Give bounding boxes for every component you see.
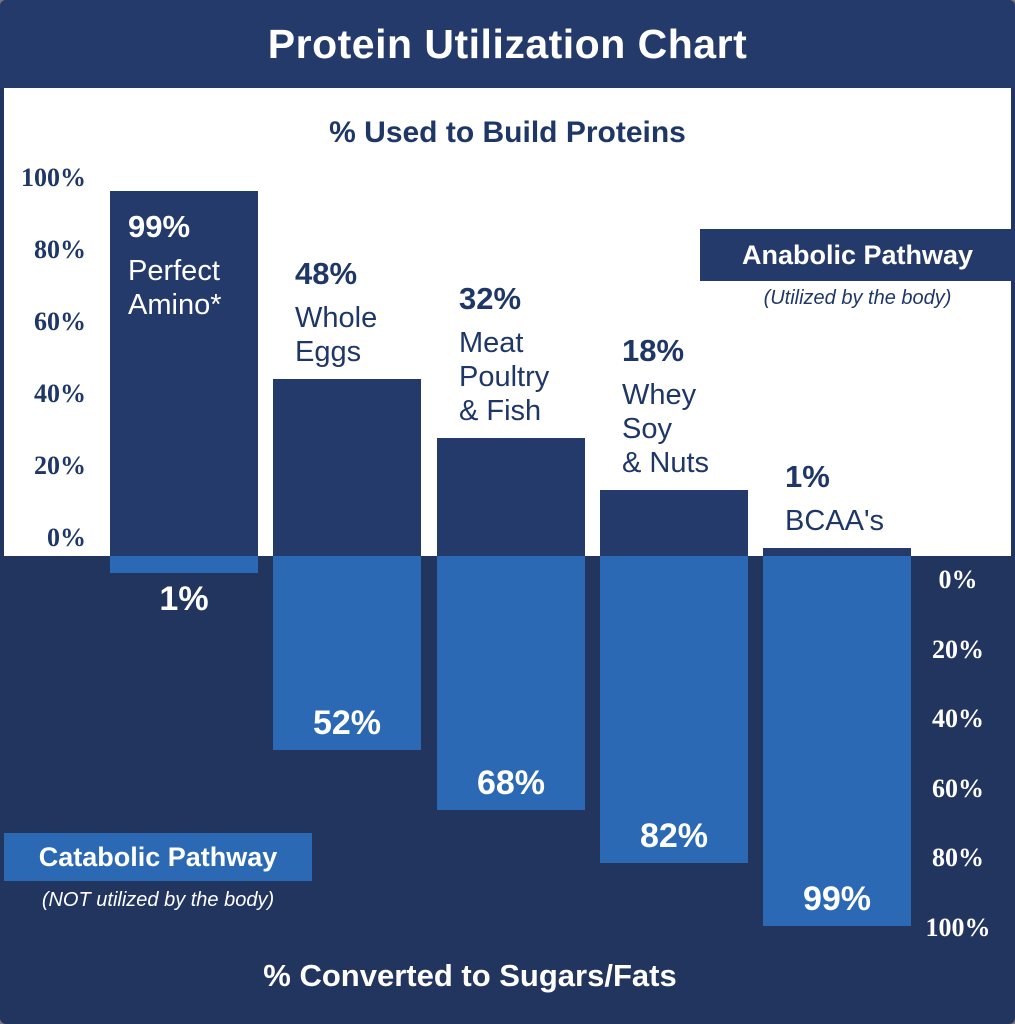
top-axis-tick: 80% — [34, 235, 86, 264]
catabolic-legend-label: Catabolic Pathway — [38, 841, 278, 872]
category-name-line: Soy — [622, 413, 672, 445]
category-name-line: & Nuts — [622, 447, 710, 479]
anabolic-bar — [437, 438, 585, 556]
top-axis-tick: 20% — [34, 451, 86, 480]
catabolic-value-label: 52% — [312, 704, 382, 742]
catabolic-legend-box: Catabolic Pathway — [4, 833, 312, 881]
category-name-line: Meat — [459, 327, 524, 359]
anabolic-bar — [600, 490, 748, 556]
top-axis-tick: 0% — [47, 523, 86, 552]
catabolic-bar — [600, 556, 748, 863]
anabolic-legend-label: Anabolic Pathway — [741, 239, 974, 270]
category-label: 18% Whey Soy & Nuts — [622, 333, 709, 480]
category-name-line: & Fish — [459, 395, 542, 427]
category-label: 99% Perfect Amino* — [128, 209, 222, 322]
top-axis-tick: 100% — [21, 163, 86, 192]
catabolic-value-label: 1% — [159, 580, 209, 618]
bottom-axis-tick: 0% — [938, 565, 978, 594]
bottom-axis-tick: 60% — [932, 773, 984, 803]
anabolic-value-label: 18% — [622, 333, 685, 368]
anabolic-bar — [273, 379, 421, 556]
chart-header: Protein Utilization Chart — [0, 0, 1015, 88]
category-name-line: Poultry — [459, 361, 550, 393]
catabolic-bar — [763, 556, 911, 926]
anabolic-legend-box: Anabolic Pathway — [700, 229, 1015, 281]
catabolic-legend-note: (NOT utilized by the body) — [41, 889, 275, 911]
catabolic-value-label: 99% — [802, 880, 872, 918]
category-label: 1% BCAA's — [785, 459, 884, 538]
bottom-axis-tick: 20% — [932, 634, 984, 664]
anabolic-value-label: 48% — [295, 256, 358, 291]
category-name-line: Perfect — [128, 255, 220, 287]
catabolic-bar — [273, 556, 421, 750]
top-axis-title: % Used to Build Proteins — [329, 116, 686, 149]
anabolic-value-label: 32% — [459, 281, 522, 316]
catabolic-bar — [437, 556, 585, 810]
catabolic-value-label: 68% — [476, 764, 546, 802]
catabolic-bar — [110, 556, 258, 573]
catabolic-value-label: 82% — [639, 817, 709, 855]
anabolic-bar — [110, 191, 258, 556]
anabolic-bar — [763, 548, 911, 556]
bottom-axis-title: % Converted to Sugars/Fats — [263, 958, 677, 993]
category-name-line: Whole — [295, 302, 378, 334]
bottom-axis-tick: 100% — [925, 913, 991, 942]
top-axis-tick: 60% — [34, 307, 86, 336]
anabolic-value-label: 99% — [128, 209, 191, 244]
chart-title: Protein Utilization Chart — [267, 20, 748, 67]
category-label: 48% Whole Eggs — [295, 256, 377, 369]
category-name-line: BCAA's — [785, 505, 885, 537]
category-name-line: Amino* — [128, 289, 222, 321]
anabolic-value-label: 1% — [785, 459, 830, 494]
category-label: 32% Meat Poultry & Fish — [459, 281, 549, 428]
category-name-line: Eggs — [295, 336, 362, 368]
anabolic-legend-note: (Utilized by the body) — [763, 287, 952, 309]
category-name-line: Whey — [622, 379, 697, 411]
top-axis-tick: 40% — [34, 379, 86, 408]
bottom-axis-tick: 80% — [932, 843, 984, 873]
bottom-axis-tick: 40% — [932, 704, 984, 734]
